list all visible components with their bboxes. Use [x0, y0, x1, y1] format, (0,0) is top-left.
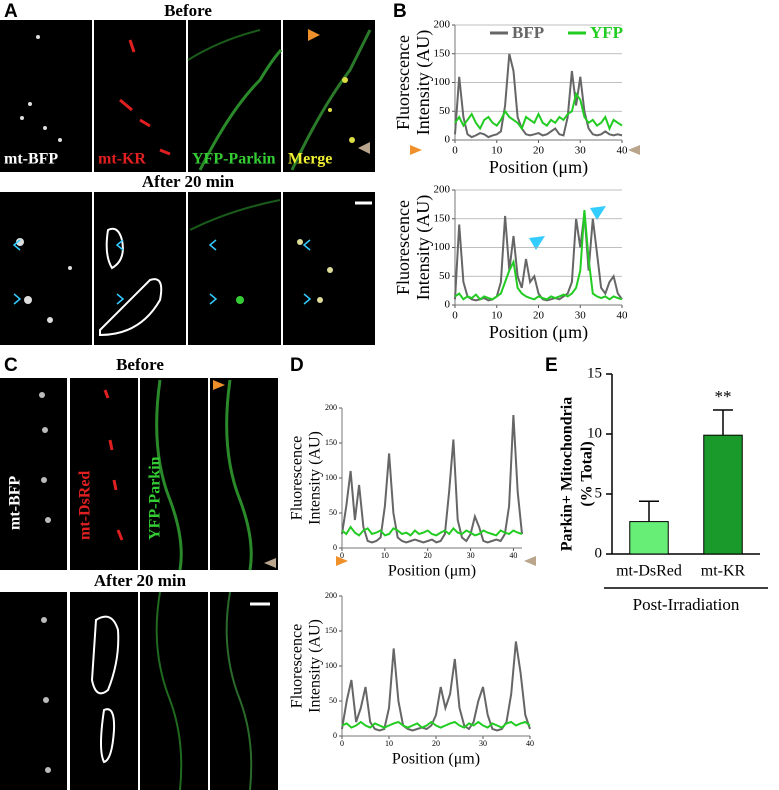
x-tick-label: 40	[617, 145, 629, 157]
series-line	[454, 212, 623, 302]
x-tick-label: 0	[452, 145, 458, 157]
y-tick-label: 150	[325, 438, 337, 447]
bar	[629, 521, 669, 555]
x-tick-label: 20	[533, 145, 545, 157]
y-axis-label: Fluorescence	[393, 200, 413, 295]
panel-letter: D	[290, 355, 304, 376]
y-axis-label: Intensity (AU)	[307, 431, 324, 525]
x-axis-label: Position (μm)	[392, 751, 480, 768]
y-tick-label: 0	[445, 134, 451, 146]
panel-heading: Before	[164, 1, 212, 20]
series-line	[454, 91, 623, 132]
panel-letter: B	[393, 1, 407, 22]
series-line	[341, 414, 523, 544]
x-tick-label: 30	[575, 310, 587, 322]
bar	[703, 434, 743, 555]
series-line	[341, 720, 531, 729]
y-axis-label: Parkin+ Mitochondria	[559, 397, 576, 551]
y-axis-label: (% Total)	[579, 441, 596, 506]
panel-heading: After 20 min	[142, 172, 235, 191]
x-tick-label: 0	[340, 739, 344, 748]
x-tick-label: 30	[575, 145, 587, 157]
y-tick-label: 50	[329, 696, 337, 705]
x-tick-label: 10	[491, 310, 503, 322]
legend-label: BFP	[512, 23, 544, 42]
x-tick-label: 0	[452, 310, 458, 322]
y-tick-label: 50	[439, 270, 451, 282]
y-tick-label: 10	[587, 425, 602, 441]
legend-label: YFP	[590, 23, 623, 42]
channel-label: mt-BFP	[7, 476, 24, 530]
x-axis-label: Position (μm)	[388, 563, 476, 580]
y-tick-label: 0	[595, 545, 603, 561]
series-line	[341, 525, 523, 537]
panel-heading: After 20 min	[94, 571, 187, 590]
y-tick-label: 200	[325, 591, 337, 600]
channel-label: Merge	[288, 151, 332, 168]
panel-letter: A	[4, 1, 18, 22]
x-tick-label: 10	[491, 145, 503, 157]
y-tick-label: 0	[333, 543, 337, 552]
panel-a-images	[0, 20, 375, 345]
x-tick-label: 40	[509, 551, 517, 560]
y-tick-label: 5	[595, 485, 603, 501]
x-tick-label: 40	[617, 310, 629, 322]
panel-letter: E	[545, 355, 558, 376]
y-axis-label: Intensity (AU)	[413, 195, 434, 300]
y-tick-label: 150	[434, 212, 451, 224]
panel-heading: Before	[116, 355, 164, 374]
channel-label: YFP-Parkin	[147, 456, 164, 540]
y-tick-label: 100	[325, 473, 337, 482]
series-line	[454, 210, 623, 301]
channel-label: YFP-Parkin	[192, 151, 276, 168]
y-tick-label: 50	[439, 105, 451, 117]
channel-label: mt-BFP	[4, 151, 58, 168]
y-axis-label: Fluorescence	[289, 436, 306, 520]
x-tick-label: 10	[381, 551, 389, 560]
x-tick-label: 20	[533, 310, 545, 322]
error-bar	[713, 409, 733, 436]
x-tick-label: 20	[432, 739, 440, 748]
channel-label: mt-KR	[98, 151, 146, 168]
panel-letter: C	[4, 355, 18, 376]
x-axis-label: Position (μm)	[489, 322, 588, 343]
y-tick-label: 0	[333, 731, 337, 740]
y-tick-label: 100	[434, 241, 451, 253]
y-tick-label: 200	[434, 184, 451, 196]
y-tick-label: 150	[325, 626, 337, 635]
y-axis-label: Fluorescence	[393, 35, 413, 130]
series-line	[454, 53, 623, 139]
series-line	[341, 641, 531, 732]
x-tick-label: mt-KR	[701, 563, 746, 580]
y-tick-label: 0	[445, 299, 451, 311]
x-tick-label: 10	[385, 739, 393, 748]
y-tick-label: 200	[434, 19, 451, 31]
x-tick-label: 0	[340, 551, 344, 560]
y-tick-label: 50	[329, 508, 337, 517]
y-axis-label: Intensity (AU)	[413, 30, 434, 135]
significance: **	[715, 387, 732, 406]
profile-markers	[336, 145, 640, 566]
y-tick-label: 15	[587, 365, 602, 381]
x-tick-label: 30	[467, 551, 475, 560]
x-axis-label: Position (μm)	[489, 157, 588, 178]
x-tick-label: 30	[479, 739, 487, 748]
x-tick-label: 20	[424, 551, 432, 560]
y-tick-label: 100	[434, 76, 451, 88]
x-axis-label: Post-Irradiation	[633, 595, 740, 614]
y-axis-label: Intensity (AU)	[307, 619, 324, 713]
y-axis-label: Fluorescence	[289, 624, 306, 708]
error-bar	[639, 500, 659, 522]
y-tick-label: 100	[325, 661, 337, 670]
panel-c-images	[0, 378, 278, 790]
x-tick-label: mt-DsRed	[616, 563, 682, 580]
x-tick-label: 40	[526, 739, 534, 748]
y-tick-label: 200	[325, 403, 337, 412]
y-tick-label: 150	[434, 47, 451, 59]
channel-label: mt-DsRed	[77, 471, 94, 540]
